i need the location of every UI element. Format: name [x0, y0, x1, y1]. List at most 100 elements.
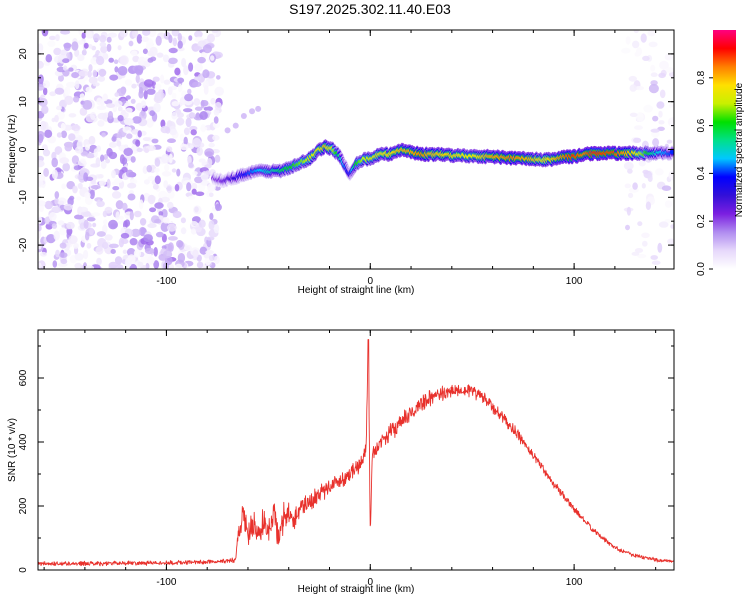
- spectrogram-noise-blob: [66, 221, 75, 230]
- spectrogram-noise-blob: [204, 164, 212, 169]
- spectrogram-noise-blob: [73, 242, 79, 249]
- spectrogram-noise-blob: [179, 133, 184, 142]
- spectrogram-noise-blob: [187, 88, 192, 95]
- spectrogram-noise-blob: [74, 214, 84, 220]
- spectrogram-noise-blob: [63, 42, 72, 49]
- spectrogram-noise-blob: [61, 183, 66, 190]
- spectrogram-noise-blob: [160, 222, 170, 232]
- spectrogram-noise-blob: [120, 232, 130, 239]
- spectrogram-noise-blob: [155, 35, 162, 46]
- spectrogram-noise-blob: [659, 60, 669, 70]
- spectrogram-noise-blob: [125, 95, 131, 100]
- spectrogram-noise: [38, 30, 674, 269]
- snr-y-ticks: 0 200 400 600: [18, 345, 674, 573]
- spectrogram-noise-blob: [189, 144, 195, 149]
- snr-frame: [37, 329, 675, 571]
- spectrogram-noise-blob: [648, 41, 658, 48]
- spectrogram-noise-blob: [169, 128, 178, 136]
- spectrogram-noise-blob: [96, 257, 102, 266]
- spectrogram-noise-blob: [213, 255, 220, 265]
- spectrogram-noise-blob: [117, 45, 122, 51]
- spectrogram-noise-blob: [144, 247, 155, 255]
- spectrogram-noise-blob: [99, 34, 107, 43]
- spectrogram-noise-blob: [106, 36, 112, 43]
- spectrogram-noise-blob: [161, 208, 168, 219]
- spectrogram-noise-blob: [166, 201, 174, 209]
- spectrogram-y-tick-label: -20: [18, 237, 29, 252]
- spectrogram-noise-blob: [118, 215, 124, 220]
- spectrogram-noise-blob: [216, 75, 221, 80]
- spectrogram-noise-blob: [642, 169, 649, 175]
- spectrogram-noise-blob: [38, 174, 46, 182]
- snr-y-tick-label: 200: [18, 497, 29, 514]
- colorbar-tick-label: 0.2: [696, 214, 707, 228]
- spectrogram-noise-blob: [51, 157, 58, 168]
- spectrogram-noise-blob: [124, 79, 133, 86]
- spectrogram-noise-blob: [87, 44, 93, 49]
- spectrogram-noise-blob: [189, 112, 196, 118]
- spectrogram-noise-blob: [56, 132, 63, 138]
- spectrogram-noise-blob: [74, 49, 80, 58]
- spectrogram-noise-blob: [115, 211, 120, 221]
- spectrogram-noise-blob: [146, 88, 156, 95]
- spectrogram-noise-blob: [657, 242, 663, 253]
- spectrogram-noise-blob: [151, 138, 159, 144]
- spectrogram-noise-blob: [38, 60, 44, 69]
- spectrogram-noise-blob: [91, 212, 101, 217]
- spectrogram-noise-blob: [214, 51, 223, 59]
- spectrogram-noise-blob: [44, 200, 53, 210]
- spectrogram-noise-blob: [106, 103, 116, 108]
- spectrogram-noise-blob: [167, 236, 178, 241]
- spectrogram-noise-blob: [111, 191, 122, 199]
- spectrogram-noise-blob: [193, 205, 202, 215]
- spectrogram-noise-blob: [196, 261, 204, 269]
- spectrogram-noise-blob: [172, 210, 182, 219]
- spectrogram-noise-blob: [107, 111, 114, 120]
- spectrogram-noise-blob: [108, 219, 118, 230]
- spectrogram-noise-blob: [51, 223, 58, 229]
- spectrogram-noise-blob: [160, 196, 170, 203]
- spectrogram-noise-blob: [98, 174, 104, 179]
- spectrogram-noise-blob: [100, 45, 108, 54]
- spectrogram-noise-blob: [38, 225, 42, 232]
- spectrogram-noise-blob: [147, 256, 155, 265]
- spectrogram-noise-blob: [56, 105, 62, 111]
- spectrogram-noise-blob: [171, 111, 178, 120]
- spectrogram-noise-blob: [154, 83, 162, 90]
- spectrogram-noise-blob: [192, 171, 198, 176]
- spectrogram-noise-blob: [177, 83, 183, 93]
- spectrogram-noise-blob: [117, 66, 128, 76]
- spectrogram-noise-blob: [179, 143, 189, 151]
- snr-plot-area: [38, 330, 674, 570]
- spectrogram-noise-blob: [41, 105, 49, 114]
- spectrogram-noise-blob: [199, 246, 208, 255]
- snr-panel: -100 0 100 0 200 400 600 Height of straight l…: [7, 329, 675, 595]
- spectrogram-noise-blob: [655, 168, 664, 176]
- spectrogram-noise-blob: [182, 30, 191, 33]
- spectrogram-noise-blob: [60, 30, 71, 35]
- spectrogram-noise-blob: [185, 117, 192, 128]
- spectrogram-noise-blob: [81, 49, 87, 56]
- spectrogram-ridge-branch: [249, 108, 256, 115]
- spectrogram-noise-blob: [38, 133, 44, 144]
- spectrogram-noise-blob: [147, 223, 157, 229]
- spectrogram-noise-blob: [187, 195, 196, 200]
- spectrogram-noise-blob: [124, 118, 134, 126]
- spectrogram-noise-blob: [51, 169, 59, 180]
- spectrogram-noise-blob: [168, 153, 173, 164]
- spectrogram-noise-blob: [638, 160, 646, 167]
- spectrogram-noise-blob: [109, 141, 117, 148]
- spectrogram-noise-blob: [83, 249, 89, 260]
- spectrogram-noise-blob: [193, 98, 201, 106]
- spectrogram-noise-blob: [171, 101, 180, 107]
- spectrogram-noise-blob: [51, 206, 61, 214]
- colorbar-label: Normalized spectral amplitude: [734, 82, 745, 217]
- spectrogram-noise-blob: [89, 227, 94, 236]
- spectrogram-noise-blob: [153, 102, 161, 113]
- spectrogram-noise-blob: [88, 64, 93, 72]
- spectrogram-noise-blob: [102, 93, 108, 102]
- spectrogram-noise-blob: [147, 194, 156, 205]
- spectrogram-noise-blob: [633, 137, 642, 143]
- spectrogram-noise-blob: [100, 160, 107, 169]
